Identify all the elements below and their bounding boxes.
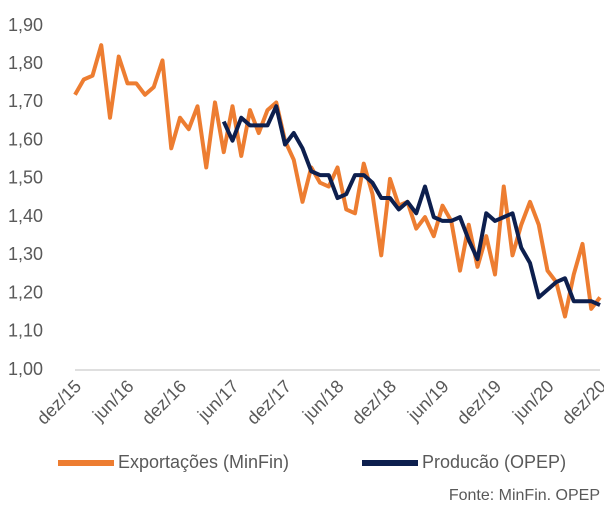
y-tick-label: 1,30 — [8, 244, 43, 264]
y-tick-label: 1,40 — [8, 206, 43, 226]
x-tick-label: dez/15 — [33, 376, 85, 428]
x-tick-label: dez/16 — [138, 376, 190, 428]
y-tick-label: 1,00 — [8, 359, 43, 379]
x-tick-label: dez/17 — [243, 376, 295, 428]
legend-label: Producão (OPEP) — [422, 452, 566, 472]
y-tick-label: 1,20 — [8, 282, 43, 302]
y-tick-label: 1,80 — [8, 53, 43, 73]
x-tick-label: jun/19 — [403, 376, 453, 426]
legend-label: Exportações (MinFin) — [118, 452, 289, 472]
y-tick-label: 1,90 — [8, 15, 43, 35]
y-tick-label: 1,10 — [8, 321, 43, 341]
y-tick-label: 1,70 — [8, 91, 43, 111]
x-tick-label: dez/20 — [558, 376, 604, 428]
x-tick-label: jun/20 — [508, 376, 558, 426]
x-tick-label: jun/18 — [298, 376, 348, 426]
x-tick-label: jun/17 — [193, 376, 243, 426]
source: Fonte: MinFin. OPEP — [449, 487, 600, 504]
y-tick-label: 1,50 — [8, 168, 43, 188]
y-tick-label: 1,60 — [8, 129, 43, 149]
series-line — [73, 43, 602, 319]
x-tick-label: dez/18 — [348, 376, 400, 428]
series-line — [221, 104, 601, 307]
x-tick-label: jun/16 — [88, 376, 138, 426]
x-tick-label: dez/19 — [453, 376, 505, 428]
